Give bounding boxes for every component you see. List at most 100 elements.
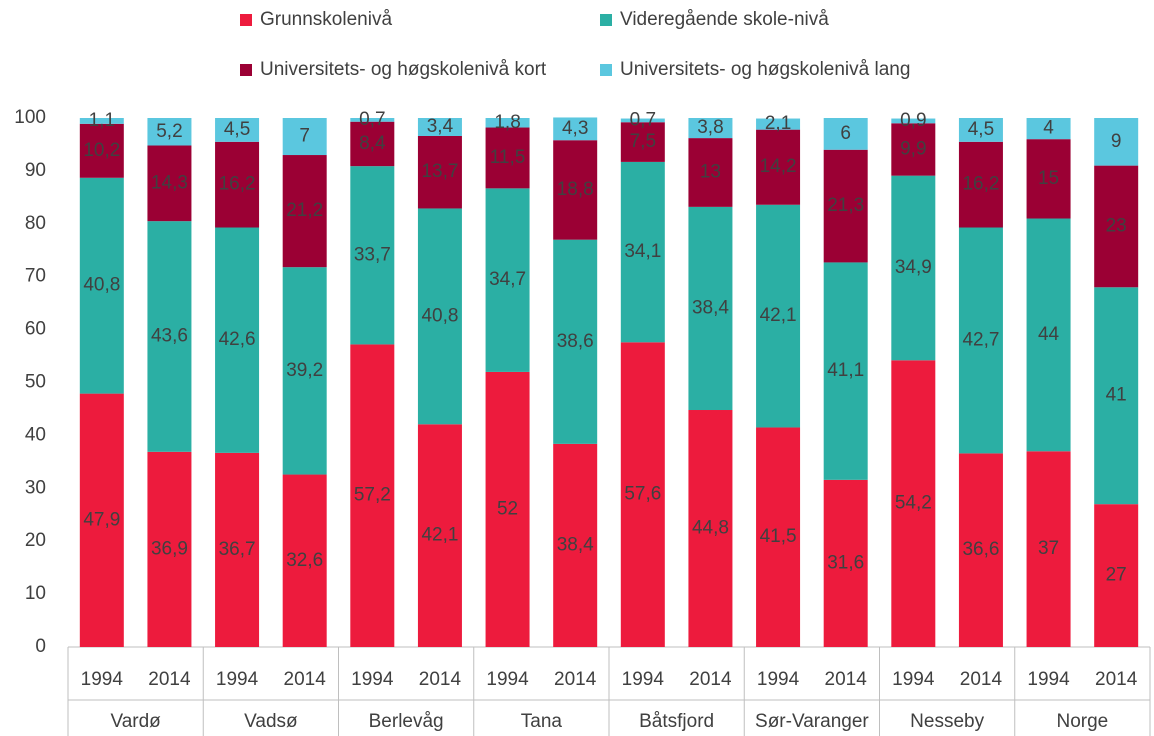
bar-segment xyxy=(417,208,462,425)
bar-segment xyxy=(823,149,868,263)
group-label: Norge xyxy=(1057,711,1109,732)
bar-segment xyxy=(688,118,733,139)
x-tick-label: 2014 xyxy=(825,669,868,690)
y-tick-label: 90 xyxy=(25,160,46,181)
value-label: 42,7 xyxy=(962,329,999,350)
value-label: 4,3 xyxy=(562,118,588,139)
y-tick-label: 30 xyxy=(25,477,46,498)
value-label: 1,8 xyxy=(494,112,520,133)
group-label: Båtsfjord xyxy=(639,711,714,732)
group-label: Sør-Varanger xyxy=(755,711,869,732)
bar-segment xyxy=(620,118,665,123)
bar-segment xyxy=(958,453,1003,647)
value-label: 14,2 xyxy=(760,156,797,177)
value-label: 16,2 xyxy=(219,174,256,195)
bar-segment xyxy=(147,145,192,222)
value-label: 34,7 xyxy=(489,269,526,290)
bar-segment xyxy=(620,122,665,162)
value-label: 21,2 xyxy=(286,200,323,221)
bar-segment xyxy=(688,410,733,647)
bar-segment xyxy=(282,155,327,268)
value-label: 57,6 xyxy=(624,484,661,505)
bar-segment xyxy=(823,118,868,150)
bar-segment xyxy=(891,118,936,124)
bar-segment xyxy=(215,141,260,228)
y-tick-label: 10 xyxy=(25,583,46,604)
value-label: 36,9 xyxy=(151,538,188,559)
bar-segment xyxy=(1094,287,1139,505)
bar-segment xyxy=(1026,451,1071,647)
bar-segment xyxy=(620,342,665,647)
bar-segment xyxy=(215,452,260,647)
bar-segment xyxy=(1094,118,1139,166)
x-tick-label: 2014 xyxy=(148,669,191,690)
y-tick-label: 20 xyxy=(25,530,46,551)
bar-segment xyxy=(282,474,327,647)
x-tick-label: 1994 xyxy=(81,669,124,690)
bar-segment xyxy=(891,123,936,176)
x-tick-label: 1994 xyxy=(351,669,394,690)
value-label: 18,8 xyxy=(557,179,594,200)
bar-segment xyxy=(485,118,530,128)
bar-segment xyxy=(350,121,395,167)
bar-segment xyxy=(756,204,801,428)
bar-segment xyxy=(79,177,124,394)
value-label: 32,6 xyxy=(286,550,323,571)
bar-segment xyxy=(620,161,665,343)
x-tick-label: 2014 xyxy=(284,669,327,690)
bar-segment xyxy=(823,262,868,480)
bar-segment xyxy=(958,118,1003,142)
value-label: 37 xyxy=(1038,538,1059,559)
value-label: 0,7 xyxy=(359,109,385,130)
value-label: 39,2 xyxy=(286,360,323,381)
value-label: 31,6 xyxy=(827,552,864,573)
bar-segment xyxy=(688,138,733,207)
value-label: 3,4 xyxy=(427,116,454,137)
y-tick-label: 60 xyxy=(25,319,46,340)
bar-segment xyxy=(958,141,1003,228)
bar-segment xyxy=(215,227,260,453)
value-label: 38,6 xyxy=(557,331,594,352)
y-tick-label: 100 xyxy=(14,107,46,128)
bar-segment xyxy=(1094,165,1139,288)
group-label: Berlevåg xyxy=(369,711,444,732)
bar-segment xyxy=(485,371,530,647)
bar-segment xyxy=(553,140,598,240)
bar-segment xyxy=(79,118,124,124)
value-label: 14,3 xyxy=(151,172,188,193)
bar-segment xyxy=(1026,139,1071,219)
value-label: 23 xyxy=(1106,215,1127,236)
bar-segment xyxy=(891,175,936,361)
bar-segment xyxy=(688,206,733,411)
value-label: 9 xyxy=(1111,131,1122,152)
x-tick-label: 1994 xyxy=(757,669,800,690)
bar-segment xyxy=(215,118,260,142)
value-label: 2,1 xyxy=(765,113,791,134)
value-label: 6 xyxy=(840,123,851,144)
value-label: 8,4 xyxy=(359,133,386,154)
legend-swatch xyxy=(600,64,612,76)
group-label: Vadsø xyxy=(244,711,298,732)
x-tick-label: 2014 xyxy=(419,669,462,690)
value-label: 0,7 xyxy=(630,109,656,130)
bar-segment xyxy=(756,129,801,205)
bar-segment xyxy=(1026,118,1071,140)
value-label: 4,5 xyxy=(968,119,994,140)
bar-segment xyxy=(485,127,530,189)
value-label: 42,6 xyxy=(219,329,256,350)
group-label: Vardø xyxy=(110,711,161,732)
bar-segment xyxy=(350,166,395,345)
bar-segment xyxy=(756,427,801,647)
bar-segment xyxy=(756,118,801,130)
value-label: 41,5 xyxy=(760,526,797,547)
value-label: 34,1 xyxy=(624,241,661,262)
value-label: 21,3 xyxy=(827,195,864,216)
value-label: 42,1 xyxy=(421,525,458,546)
x-tick-label: 1994 xyxy=(892,669,935,690)
value-label: 41 xyxy=(1106,385,1127,406)
legend-swatch xyxy=(240,14,252,26)
value-label: 44,8 xyxy=(692,518,729,539)
value-label: 54,2 xyxy=(895,493,932,514)
legend-label: Videregående skole-nivå xyxy=(620,9,829,30)
bar-segment xyxy=(350,118,395,122)
